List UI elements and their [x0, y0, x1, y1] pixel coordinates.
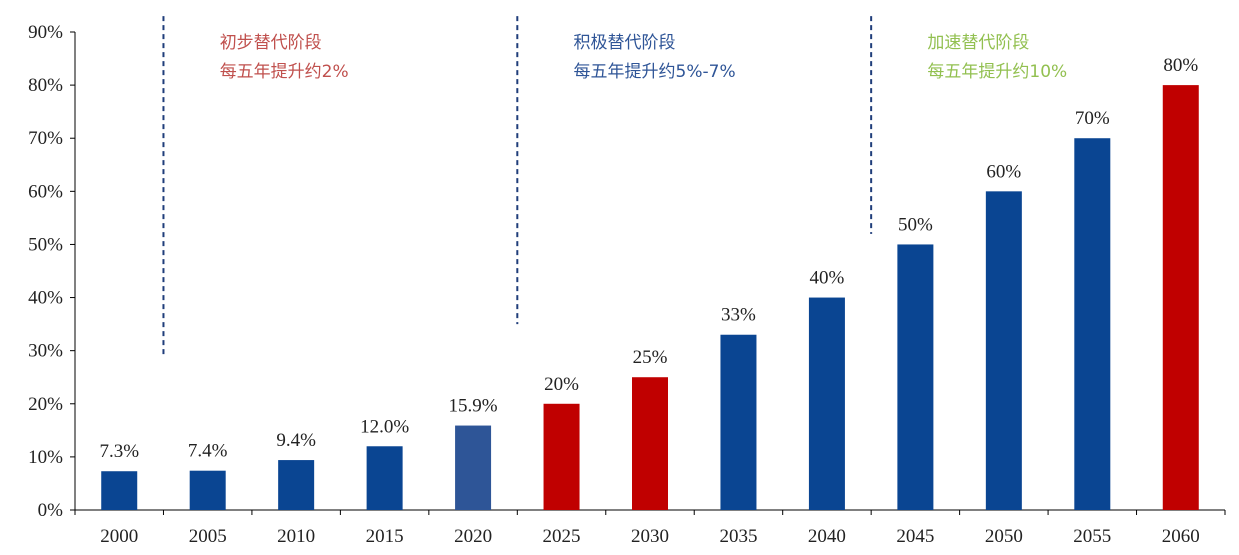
bar-2000 [101, 471, 138, 510]
x-tick-label: 2010 [277, 526, 315, 547]
bar-value-label: 12.0% [360, 416, 409, 437]
phase-annotation-title: 初步替代阶段 [220, 33, 322, 53]
x-tick-label: 2000 [100, 526, 138, 547]
phase-annotation-rate: 每五年提升约10% [927, 62, 1067, 82]
y-tick-label: 70% [28, 128, 63, 149]
bar-2025 [543, 403, 580, 510]
bar-value-label: 20% [544, 374, 579, 395]
y-tick-label: 80% [28, 75, 63, 96]
y-tick-label: 90% [28, 22, 63, 43]
x-tick-label: 2035 [719, 526, 757, 547]
bar-value-labels: 7.3% 7.4% 9.4% 12.0% 15.9% 20% 25% 33% 40% 50% 60%… [99, 55, 1198, 462]
x-tick-label: 2045 [896, 526, 934, 547]
bar-2055 [1074, 138, 1111, 510]
x-tick-label: 2025 [543, 526, 581, 547]
x-tick-label: 2060 [1162, 526, 1200, 547]
bar-value-label: 70% [1075, 108, 1110, 129]
phase-annotation-rate: 每五年提升约5%-7% [574, 62, 736, 82]
y-tick-label: 20% [28, 394, 63, 415]
y-tick-label: 30% [28, 341, 63, 362]
bar-value-label: 7.3% [99, 441, 139, 462]
bar-value-label: 33% [721, 305, 756, 326]
y-tick-label: 50% [28, 234, 63, 255]
x-tick-label: 2030 [631, 526, 669, 547]
x-tick-label: 2050 [985, 526, 1023, 547]
x-tick-label: 2005 [189, 526, 227, 547]
y-axis: 0% 10% 20% 30% 40% 50% 60% 70% 80% 90% [28, 22, 76, 521]
bar-value-label: 7.4% [188, 441, 228, 462]
bar-value-label: 40% [810, 268, 845, 289]
bar-value-label: 15.9% [449, 396, 498, 417]
bar-2020 [455, 425, 492, 510]
x-tick-label: 2040 [808, 526, 846, 547]
phase-annotation-title: 加速替代阶段 [927, 33, 1029, 53]
bar-2045 [897, 244, 934, 510]
bar-2050 [985, 191, 1022, 511]
phase-annotation-rate: 每五年提升约2% [220, 62, 349, 82]
phase-dividers [162, 16, 873, 356]
y-tick-label: 60% [28, 181, 63, 202]
bar-2010 [278, 460, 315, 510]
phase-annotation-title: 积极替代阶段 [574, 33, 676, 53]
x-tick-label: 2055 [1073, 526, 1111, 547]
bar-2015 [366, 446, 403, 510]
bar-value-label: 9.4% [276, 430, 316, 451]
bar-2040 [808, 297, 845, 510]
bar-2030 [632, 377, 668, 510]
bar-2060 [1162, 85, 1199, 510]
bar-value-label: 80% [1163, 55, 1198, 76]
x-tick-label: 2015 [366, 526, 404, 547]
bar-2035 [720, 334, 757, 510]
bars [101, 85, 1199, 511]
x-axis: 2000 2005 2010 2015 2020 2025 2030 2035 2040 2045… [74, 509, 1226, 547]
bar-2005 [189, 470, 226, 510]
bar-value-label: 60% [986, 161, 1021, 182]
bar-value-label: 25% [633, 347, 668, 368]
y-tick-label: 10% [28, 447, 63, 468]
y-tick-label: 0% [38, 500, 64, 521]
bar-value-label: 50% [898, 214, 933, 235]
x-tick-label: 2020 [454, 526, 492, 547]
y-tick-label: 40% [28, 288, 63, 309]
